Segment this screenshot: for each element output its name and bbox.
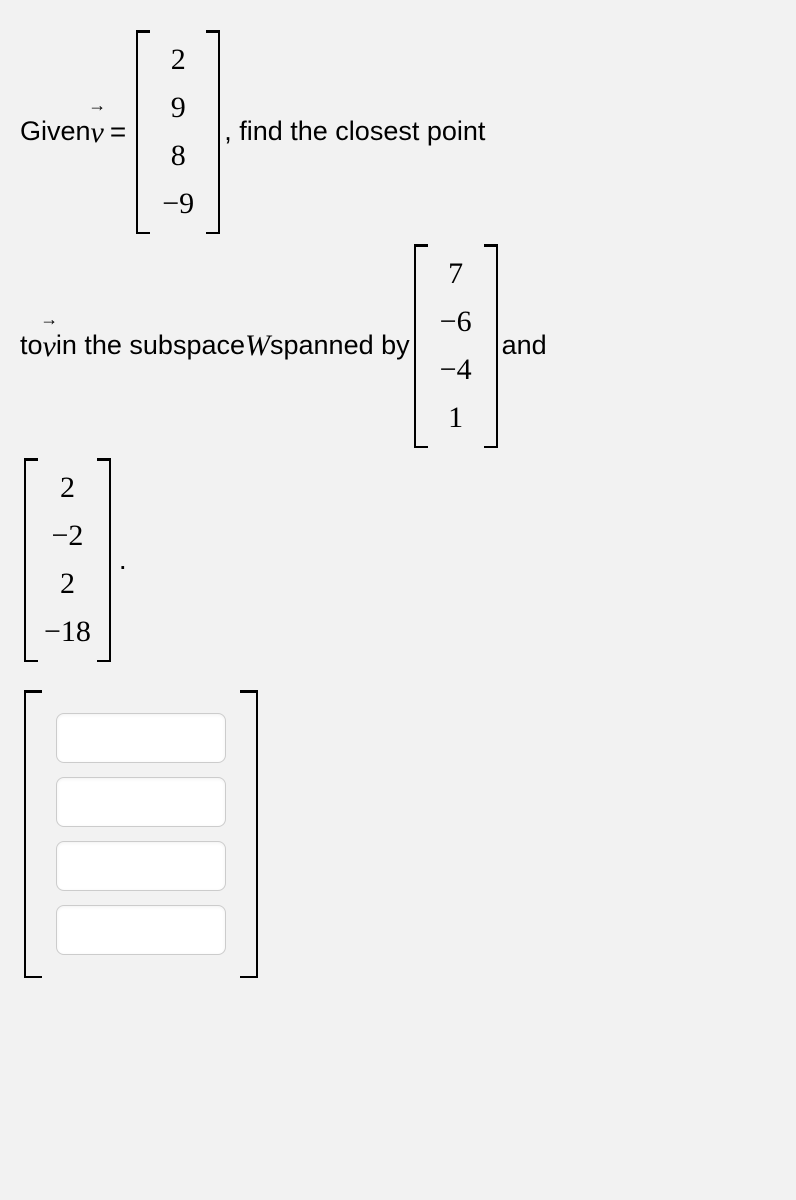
span1-entry: 7 — [434, 250, 478, 298]
right-bracket — [206, 30, 220, 234]
right-bracket — [484, 244, 498, 448]
span-vector-2: 2 −2 2 −18 — [24, 458, 111, 662]
vector-v-symbol: v — [91, 107, 104, 157]
line-1: Given v = 2 9 8 −9 , find the closest po… — [20, 30, 776, 234]
vector-v-entry: 8 — [156, 132, 200, 180]
vector-v-entry: −9 — [156, 180, 200, 228]
answer-input-3[interactable] — [56, 841, 226, 891]
right-bracket — [97, 458, 111, 662]
text-to: to — [20, 324, 43, 367]
period: . — [119, 538, 127, 583]
line-3: 2 −2 2 −18 . — [20, 458, 776, 662]
answer-input-4[interactable] — [56, 905, 226, 955]
text-after-v: , find the closest point — [224, 110, 485, 153]
left-bracket — [24, 690, 42, 978]
left-bracket — [136, 30, 150, 234]
line-2: to v in the subspace W spanned by 7 −6 −… — [20, 244, 776, 448]
answer-input-2[interactable] — [56, 777, 226, 827]
span1-entry: −4 — [434, 346, 478, 394]
answer-input-1[interactable] — [56, 713, 226, 763]
span2-entry: 2 — [45, 464, 89, 512]
subspace-symbol: W — [245, 322, 270, 370]
text-spanned-by: spanned by — [270, 324, 410, 367]
span-vector-1: 7 −6 −4 1 — [414, 244, 498, 448]
text-and: and — [502, 324, 547, 367]
right-bracket — [240, 690, 258, 978]
left-bracket — [414, 244, 428, 448]
span2-entry: 2 — [45, 560, 89, 608]
span2-entry: −18 — [44, 608, 91, 656]
text-in-subspace: in the subspace — [56, 324, 245, 367]
vector-v: 2 9 8 −9 — [136, 30, 220, 234]
vector-v-entry: 2 — [156, 36, 200, 84]
equals-sign: = — [110, 110, 126, 155]
span2-entry: −2 — [45, 512, 89, 560]
span1-entry: −6 — [434, 298, 478, 346]
answer-line — [20, 690, 776, 978]
problem-content: Given v = 2 9 8 −9 , find the closest po… — [20, 30, 776, 978]
vector-v-symbol-2: v — [43, 321, 56, 371]
answer-vector — [24, 690, 258, 978]
span1-entry: 1 — [434, 394, 478, 442]
vector-v-entry: 9 — [156, 84, 200, 132]
given-label: Given — [20, 110, 91, 153]
left-bracket — [24, 458, 38, 662]
